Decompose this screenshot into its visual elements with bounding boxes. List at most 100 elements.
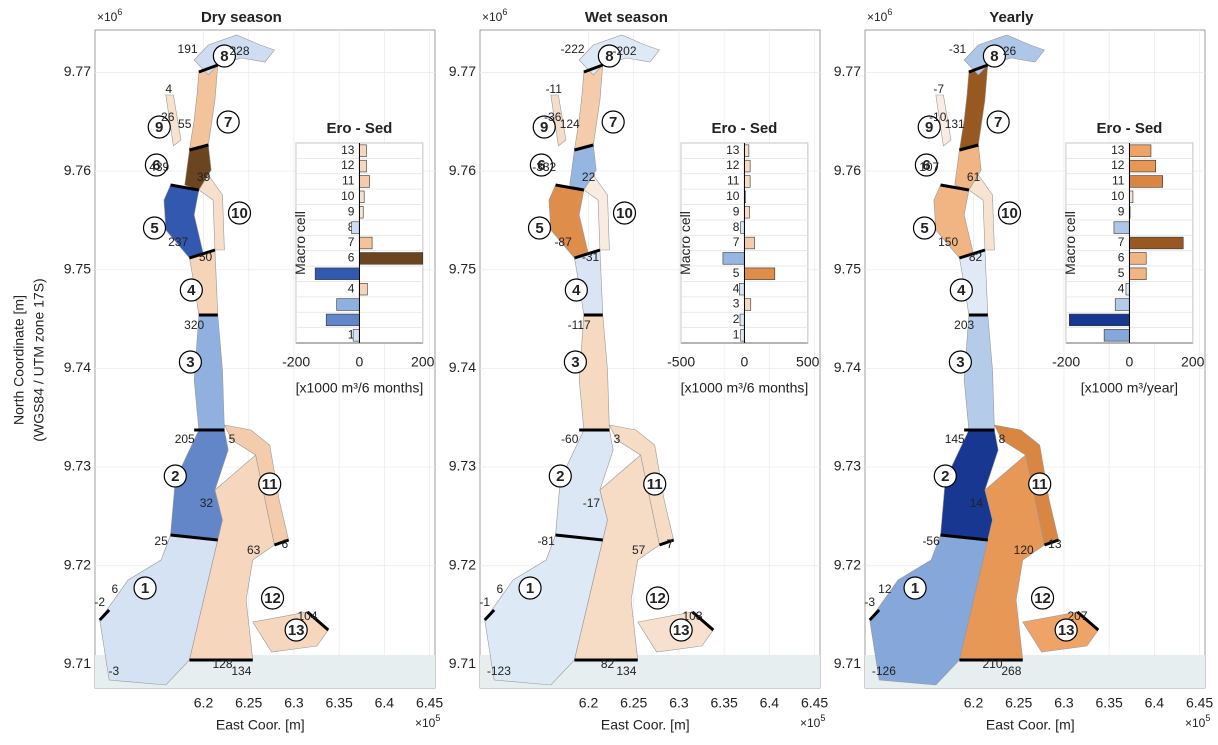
flux-label: -7 [933,82,944,96]
cell-marker [260,586,285,610]
cell-label: 10 [231,205,248,222]
cell-marker [997,201,1022,225]
x-tick-label: 6.25 [620,695,647,711]
x-tick-label: 0 [1126,354,1134,370]
flux-label: -2 [94,595,105,609]
flux-label: 55 [178,117,192,131]
cross-section [170,183,200,192]
bar [1129,252,1147,265]
y-tick-label: 10 [726,189,740,203]
y-tick-label: 9.73 [64,458,91,474]
y-tick-label: 9 [348,204,355,218]
cell-marker [669,618,693,642]
cell-label: 9 [540,119,548,136]
flux-label: -126 [872,664,896,678]
multiplier-exponent: 5 [820,713,825,723]
cell-label: 13 [673,622,690,639]
map-title: Wet season [585,9,668,26]
flux-label: 228 [229,44,249,58]
x-tick-label: 6.3 [669,695,689,711]
river-cell [550,94,567,147]
bar [744,206,750,219]
bar [744,175,751,188]
flux-label: -11 [545,82,562,96]
y-tick-label: 9 [1118,204,1125,218]
cross-section [658,538,675,547]
y-tick-label: 4 [1118,281,1125,295]
flux-label: 82 [969,250,983,264]
cell-label: 3 [571,354,579,371]
flux-label: 6 [496,582,503,596]
y-tick-label: 11 [342,174,355,188]
x-tick-label: 0 [741,354,749,370]
flux-label: 26 [161,110,175,124]
cell-marker [163,464,187,488]
multiplier-exponent: 5 [435,713,440,723]
x-tick-label: 6.4 [760,695,780,711]
x-tick-label: 6.2 [964,695,984,711]
cell-marker [612,201,637,225]
y-tick-label: 9.72 [64,556,91,572]
inset-x-label: [x1000 m³/6 months] [296,380,424,396]
y-tick-label: 2 [733,312,740,326]
cell-marker [903,576,927,600]
y-tick-label: 3 [733,297,740,311]
bar [739,283,745,296]
cell-marker [1054,618,1078,642]
bar [359,159,367,173]
multiplier-exponent: 5 [1205,713,1210,723]
x-tick-label: 6.2 [194,695,214,711]
cross-section [583,63,604,74]
bar [739,313,745,327]
bar [325,313,360,327]
flux-label: 25 [154,534,168,548]
x-tick-label: 6.45 [801,695,828,711]
bar [1113,221,1130,234]
x-axis-label: East Coor. [m] [216,717,305,733]
cell-label: 2 [941,468,949,485]
cell-label: 10 [616,205,633,222]
flux-label: 6 [281,537,288,551]
y-tick-label: 12 [341,158,355,172]
flux-label: -10 [929,110,947,124]
y-tick-label: 9.71 [834,655,861,671]
x-tick-label: 200 [1181,354,1205,370]
multiplier-exponent: 6 [887,7,892,17]
axis-multiplier: ×105 [415,713,440,730]
multiplier-exponent: 6 [502,7,507,17]
cell-label: 4 [187,282,196,299]
y-tick-label: 13 [341,143,355,157]
cell-marker [1028,472,1052,496]
cell-marker [914,153,938,177]
y-axis-label: (WGS84 / UTM zone 17S) [31,278,47,441]
flux-label: 3 [614,432,621,446]
cell-marker [949,278,973,302]
bar [352,329,360,342]
cell-label: 7 [994,114,1002,131]
cross-section [940,183,970,192]
x-tick-label: 6.25 [1005,695,1032,711]
map-title: Dry season [201,9,282,26]
bar [314,267,360,280]
cell-marker [227,201,252,225]
y-tick-label: 7 [348,235,355,249]
cell-label: 8 [220,48,228,65]
cell-marker [216,110,240,134]
flux-label: 50 [199,250,213,264]
cell-label: 1 [911,580,919,597]
flux-label: -36 [544,110,562,124]
cell-label: 11 [1032,476,1048,493]
flux-label: 14 [970,496,984,510]
x-tick-label: -500 [667,354,695,370]
cross-section [574,143,594,152]
cell-label: 6 [537,157,545,174]
y-tick-label: 9.72 [449,556,476,572]
cell-marker [597,44,621,68]
river-cell [165,94,182,147]
cross-section [968,63,989,74]
x-axis-label: East Coor. [m] [986,717,1075,733]
x-tick-label: -200 [1052,354,1080,370]
river-cell [935,94,952,147]
flux-label: 5 [229,432,236,446]
flux-label: 134 [616,664,636,678]
